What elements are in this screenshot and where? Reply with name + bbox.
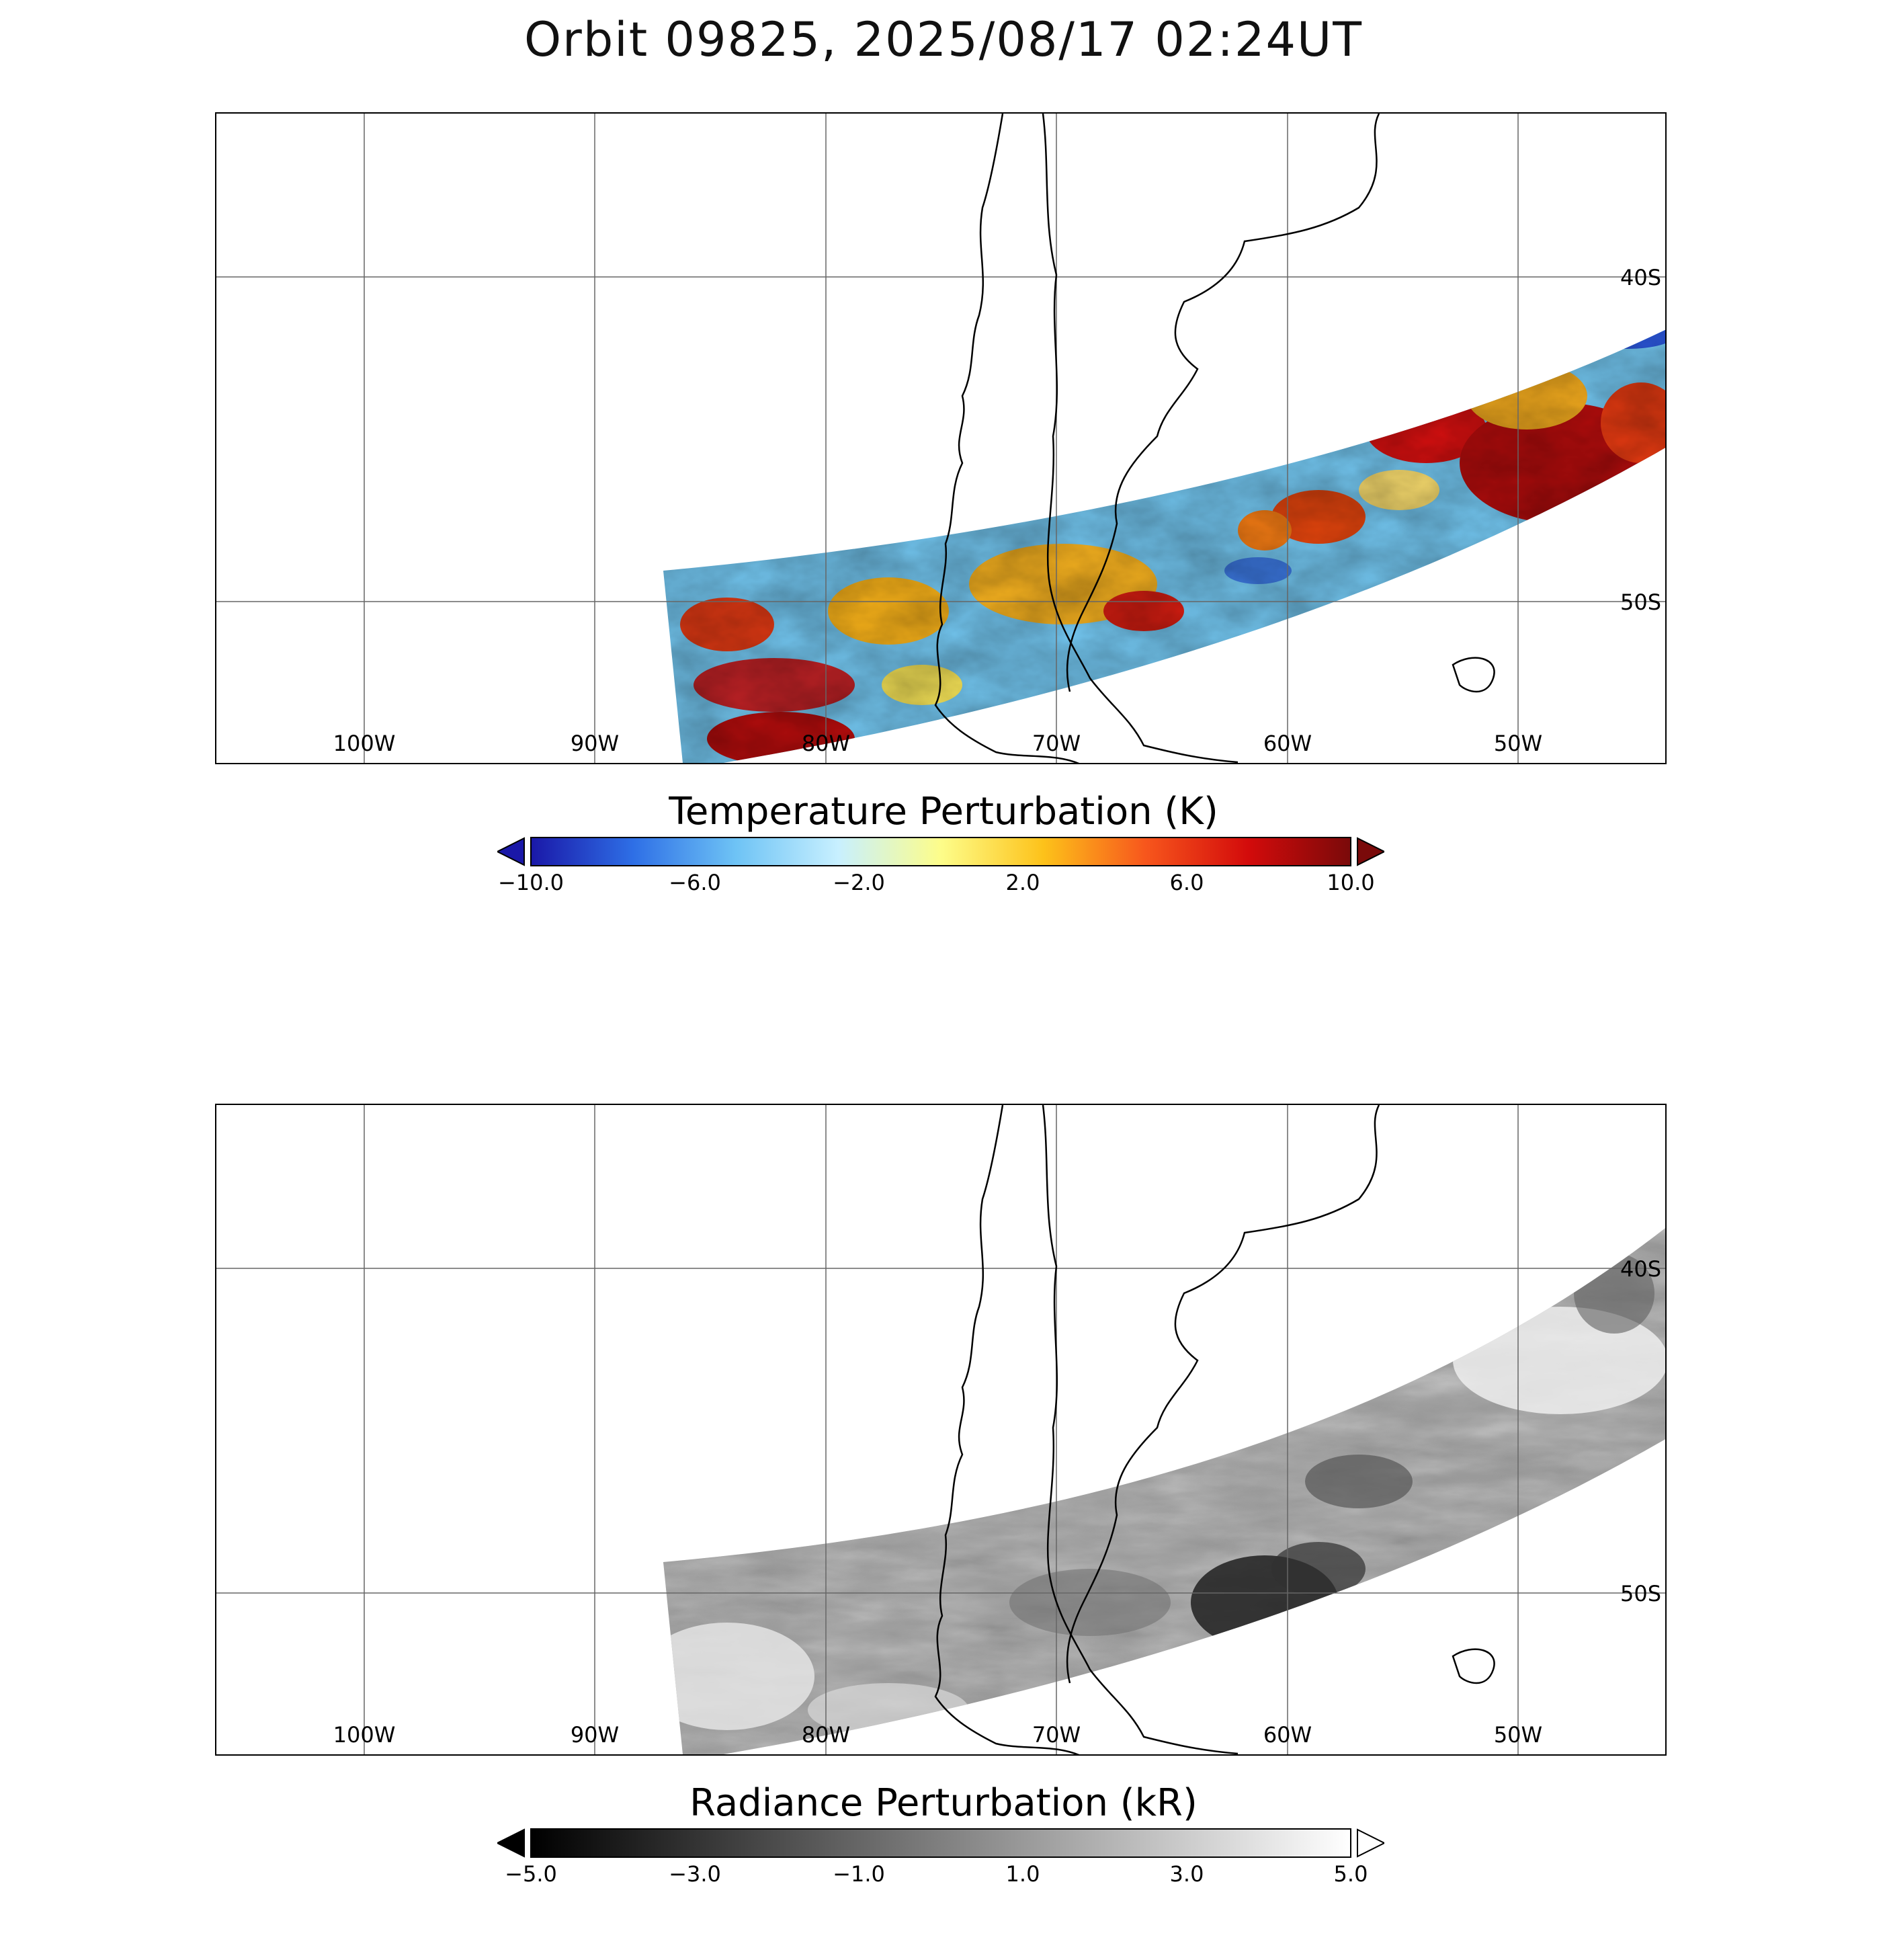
temperature-colorbar: −10.0 −6.0 −2.0 2.0 6.0 10.0 [495,835,1386,895]
lat-label: 50S [1620,589,1661,615]
lon-label: 60W [1263,1722,1312,1748]
lon-label: 100W [333,1722,396,1748]
lon-label: 100W [333,731,396,756]
lon-label: 50W [1494,731,1542,756]
lat-label: 50S [1620,1581,1661,1606]
colorbar-extend-high [1357,1828,1386,1858]
colorbar-tick-label: 1.0 [1005,1861,1040,1887]
coastline [934,1105,1495,1754]
colorbar-extend-high [1357,837,1386,866]
lon-label: 80W [802,731,850,756]
colorbar-tick-label: 3.0 [1169,1861,1204,1887]
radiance-colorbar: −5.0 −3.0 −1.0 1.0 3.0 5.0 [495,1826,1386,1887]
colorbar-tick-label: −10.0 [497,870,564,895]
radiance-map: 100W 90W 80W 70W 60W 50W 40S 50S [216,1105,1665,1754]
colorbar-tick-label: 10.0 [1327,870,1375,895]
radiance-swath [663,1226,1665,1754]
colorbar-tick-label: 6.0 [1169,870,1204,895]
lon-label: 70W [1032,1722,1081,1748]
colorbar-tick-label: −2.0 [833,870,885,895]
lon-label: 80W [802,1722,850,1748]
lat-labels: 40S 50S [1620,265,1661,615]
colorbar-extend-low [495,837,525,866]
lon-label: 90W [571,1722,619,1748]
colorbar-tick-label: −3.0 [669,1861,721,1887]
colorbar-tick-label: −1.0 [833,1861,885,1887]
temperature-swath [663,329,1665,763]
radiance-map-panel: 100W 90W 80W 70W 60W 50W 40S 50S [215,1104,1667,1756]
page-title: Orbit 09825, 2025/08/17 02:24UT [523,12,1364,67]
colorbar-tick-label: 2.0 [1005,870,1040,895]
colorbar-tick-label: −6.0 [669,870,721,895]
lat-label: 40S [1620,265,1661,290]
colorbar-extend-low [495,1828,525,1858]
lon-labels: 100W 90W 80W 70W 60W 50W [333,1722,1543,1748]
lat-label: 40S [1620,1256,1661,1282]
lon-labels: 100W 90W 80W 70W 60W 50W [333,731,1543,756]
lon-label: 90W [571,731,619,756]
lat-labels: 40S 50S [1620,1256,1661,1606]
colorbar-tick-label: −5.0 [505,1861,557,1887]
colorbar-tick-label: 5.0 [1333,1861,1368,1887]
colorbar-gradient [530,837,1351,866]
temperature-colorbar-title: Temperature Perturbation (K) [669,790,1218,833]
temperature-map-panel: 100W 90W 80W 70W 60W 50W 40S 50S [215,112,1667,764]
graticule [216,114,1665,763]
coastline [934,114,1495,763]
temperature-map: 100W 90W 80W 70W 60W 50W 40S 50S [216,114,1665,763]
lon-label: 50W [1494,1722,1542,1748]
graticule [216,1105,1665,1754]
lon-label: 60W [1263,731,1312,756]
radiance-colorbar-title: Radiance Perturbation (kR) [689,1781,1198,1825]
colorbar-gradient [530,1828,1351,1858]
lon-label: 70W [1032,731,1081,756]
